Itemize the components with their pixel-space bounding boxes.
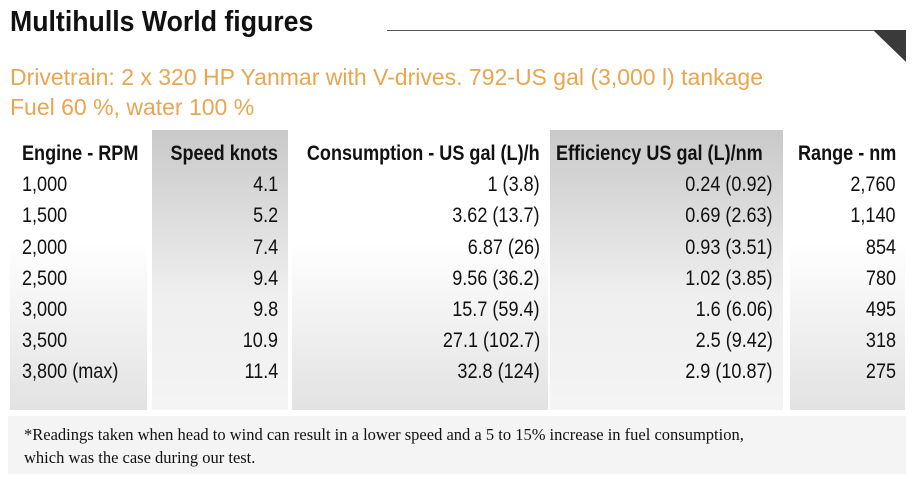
- table-cell: 780: [865, 266, 896, 290]
- table-cell: 27.1 (102.7): [442, 329, 540, 353]
- table-cell: 854: [865, 235, 896, 259]
- column-header: Engine - RPM: [22, 142, 139, 165]
- table-cell: 2,000: [22, 235, 68, 259]
- table-cell: 1.02 (3.85): [685, 266, 773, 290]
- table-cell: 6.87 (26): [467, 235, 540, 259]
- footnote: *Readings taken when head to wind can re…: [24, 425, 744, 444]
- subtitle: Fuel 60 %, water 100 %: [10, 94, 255, 120]
- table-cell: 5.2: [252, 204, 278, 228]
- table-cell: 495: [865, 298, 896, 321]
- title-rule: [387, 30, 905, 31]
- table-cell: 3.62 (13.7): [452, 204, 540, 228]
- footnote-box: *Readings taken when head to wind can re…: [8, 416, 906, 474]
- table-cell: 0.24 (0.92): [685, 173, 773, 197]
- table-cell: 2.9 (10.87): [685, 360, 773, 384]
- table-cell: 318: [865, 329, 896, 353]
- column-header: Speed knots: [170, 142, 278, 165]
- table-cell: 32.8 (124): [457, 360, 540, 384]
- table-cell: 2,500: [22, 266, 68, 290]
- table-cell: 2,760: [850, 173, 896, 197]
- table-cell: 3,000: [22, 298, 68, 321]
- table-cell: 275: [865, 360, 896, 384]
- table-cell: 9.8: [252, 298, 278, 321]
- column-band: [790, 130, 905, 410]
- table-cell: 3,800 (max): [22, 360, 119, 384]
- column-header: Efficiency US gal (L)/nm: [556, 142, 763, 165]
- table-cell: 7.4: [252, 235, 278, 259]
- table-cell: 1,500: [22, 204, 68, 228]
- table-cell: 0.69 (2.63): [685, 204, 773, 228]
- table-cell: 1 (3.8): [487, 173, 540, 197]
- table-cell: 1,000: [22, 173, 68, 197]
- table-cell: 11.4: [244, 360, 278, 384]
- subtitle: Drivetrain: 2 x 320 HP Yanmar with V-dri…: [10, 64, 763, 90]
- column-band: [550, 130, 783, 410]
- title: Multihulls World figures: [10, 6, 314, 38]
- table-cell: 15.7 (59.4): [452, 298, 540, 321]
- table-cell: 4.1: [252, 173, 278, 197]
- column-header: Consumption - US gal (L)/h: [307, 142, 540, 165]
- column-header: Range - nm: [797, 142, 896, 165]
- table-cell: 2.5 (9.42): [695, 329, 773, 353]
- table-cell: 9.56 (36.2): [452, 266, 540, 290]
- column-band: [10, 130, 147, 410]
- table-cell: 9.4: [252, 266, 278, 290]
- footnote: which was the case during our test.: [24, 448, 256, 467]
- table-cell: 1,140: [850, 204, 896, 228]
- corner-triangle: [873, 30, 906, 62]
- column-band: [152, 130, 288, 410]
- table-cell: 3,500: [22, 329, 68, 353]
- table-cell: 1.6 (6.06): [695, 298, 773, 321]
- table-cell: 10.9: [242, 329, 278, 353]
- column-band: [292, 130, 548, 410]
- table-cell: 0.93 (3.51): [685, 235, 773, 259]
